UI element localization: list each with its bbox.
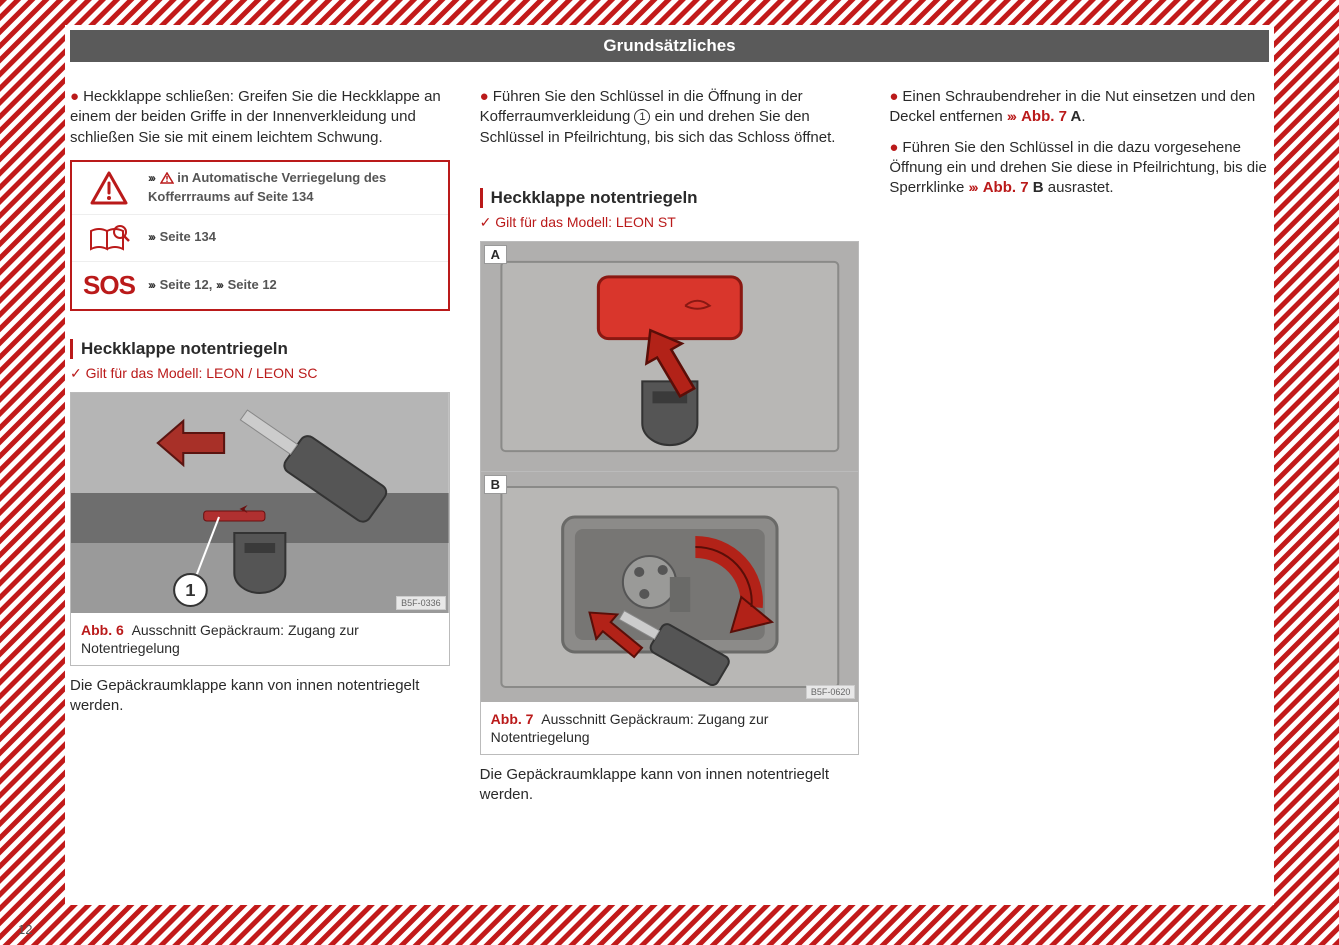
figure-7: A xyxy=(480,241,860,755)
c3-p2: ●Führen Sie den Schlüssel in die dazu vo… xyxy=(889,138,1269,199)
c2-section-title: Heckklappe notentriegeln xyxy=(491,188,860,208)
sos-icon: SOS xyxy=(84,270,134,301)
figure-7-label-a: A xyxy=(484,245,507,264)
svg-text:1: 1 xyxy=(185,580,195,600)
page-content: Grundsätzliches ●Heckklappe schließen: G… xyxy=(70,30,1269,905)
c3-p1: ●Einen Schraubendreher in die Nut einset… xyxy=(889,87,1269,128)
figure-6-image: 1 B5F-0336 xyxy=(71,393,449,613)
c1-p2: Die Gepäckraumklappe kann von innen note… xyxy=(70,676,450,717)
c2-p1: ●Führen Sie den Schlüssel in die Öffnung… xyxy=(480,87,860,148)
figure-7-panel-b: B B5F-0620 xyxy=(481,472,859,702)
figure-7-panel-a: A xyxy=(481,242,859,472)
figure-7-caption: Abb. 7 Ausschnitt Gepäckraum: Zugang zur… xyxy=(481,702,859,754)
info-row-manual-text: ››› Seite 134 xyxy=(148,229,216,246)
c1-section-title: Heckklappe notentriegeln xyxy=(81,339,450,359)
warning-icon xyxy=(84,171,134,205)
columns: ●Heckklappe schließen: Greifen Sie die H… xyxy=(70,87,1269,816)
page-header: Grundsätzliches xyxy=(70,30,1269,62)
column-2: ●Führen Sie den Schlüssel in die Öffnung… xyxy=(480,87,860,816)
figure-6: 1 B5F-0336 Abb. 6 Ausschnitt Gepäckraum:… xyxy=(70,392,450,666)
c1-section-head: Heckklappe notentriegeln xyxy=(70,339,450,359)
figure-6-caption: Abb. 6 Ausschnitt Gepäckraum: Zugang zur… xyxy=(71,613,449,665)
column-1: ●Heckklappe schließen: Greifen Sie die H… xyxy=(70,87,450,816)
c2-p2: Die Gepäckraumklappe kann von innen note… xyxy=(480,765,860,806)
info-row-sos: SOS ››› Seite 12, ››› Seite 12 xyxy=(72,262,448,309)
manual-icon xyxy=(84,223,134,253)
figure-7-label-b: B xyxy=(484,475,507,494)
c1-p1: ●Heckklappe schließen: Greifen Sie die H… xyxy=(70,87,450,148)
figure-6-code: B5F-0336 xyxy=(396,596,446,610)
c2-section-head: Heckklappe notentriegeln xyxy=(480,188,860,208)
info-row-manual: ››› Seite 134 xyxy=(72,215,448,262)
c2-applies: Gilt für das Modell: LEON ST xyxy=(480,214,860,231)
c1-applies: Gilt für das Modell: LEON / LEON SC xyxy=(70,365,450,382)
info-box: ››› in Automatische Verriegelung des Kof… xyxy=(70,160,450,311)
info-row-warning: ››› in Automatische Verriegelung des Kof… xyxy=(72,162,448,215)
column-3: ●Einen Schraubendreher in die Nut einset… xyxy=(889,87,1269,816)
info-row-warning-text: ››› in Automatische Verriegelung des Kof… xyxy=(148,170,436,206)
page-number: 12 xyxy=(18,922,32,937)
info-row-sos-text: ››› Seite 12, ››› Seite 12 xyxy=(148,277,277,294)
figure-7-code: B5F-0620 xyxy=(806,685,856,699)
